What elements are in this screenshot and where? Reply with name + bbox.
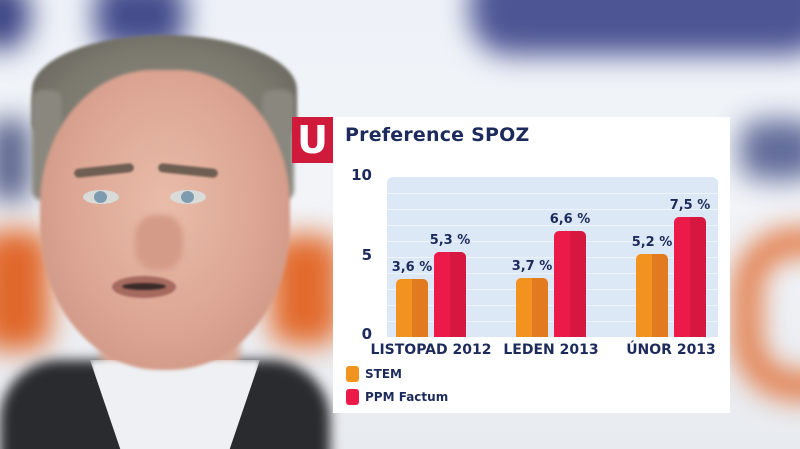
bar-stem-0 [396, 279, 428, 337]
gridline [387, 305, 718, 306]
y-tick-0: 0 [361, 325, 372, 343]
channel-logo-icon: U [292, 117, 333, 163]
x-label-leden-2013: LEDEN 2013 [503, 342, 599, 358]
gridline [387, 321, 718, 322]
legend-item-stem: STEM [346, 366, 402, 382]
value-label: 5,2 % [631, 234, 673, 250]
bar-stem-1 [516, 277, 548, 337]
person-nose [135, 215, 183, 270]
gridline [387, 225, 718, 226]
gridline [387, 241, 718, 242]
person-eye [83, 190, 119, 204]
gridline [387, 273, 718, 274]
person-eye [170, 190, 206, 204]
person-mouth [112, 276, 176, 298]
bar-ppm-2 [674, 217, 706, 337]
person-collar [90, 360, 260, 449]
value-label: 6,6 % [549, 212, 591, 228]
background-banner-shape [735, 230, 800, 398]
gridline [387, 209, 718, 210]
background-banner-shape [470, 0, 800, 55]
gridline [387, 289, 718, 290]
y-tick-5: 5 [361, 246, 372, 264]
x-label-unor-2013: ÚNOR 2013 [626, 342, 716, 358]
legend-label-stem: STEM [365, 367, 402, 381]
gridline [387, 193, 718, 194]
legend-swatch-stem [346, 366, 359, 382]
chart-title: Preference SPOZ [345, 124, 530, 146]
y-tick-10: 10 [351, 166, 372, 184]
x-label-listopad-2012: LISTOPAD 2012 [370, 342, 492, 358]
value-label: 5,3 % [429, 233, 471, 249]
bar-stem-2 [636, 253, 668, 337]
background-banner-shape [0, 120, 30, 200]
value-label: 3,7 % [511, 258, 553, 274]
bar-ppm-0 [434, 252, 466, 337]
background-banner-shape [740, 120, 800, 180]
legend-swatch-ppm-factum [346, 389, 359, 405]
legend-label-ppm-factum: PPM Factum [365, 390, 449, 404]
bar-ppm-1 [554, 231, 586, 337]
value-label: 3,6 % [391, 260, 433, 276]
value-label: 7,5 % [669, 198, 711, 213]
background-banner-shape [0, 0, 30, 50]
gridline [387, 257, 718, 258]
legend-item-ppm-factum: PPM Factum [346, 389, 448, 405]
